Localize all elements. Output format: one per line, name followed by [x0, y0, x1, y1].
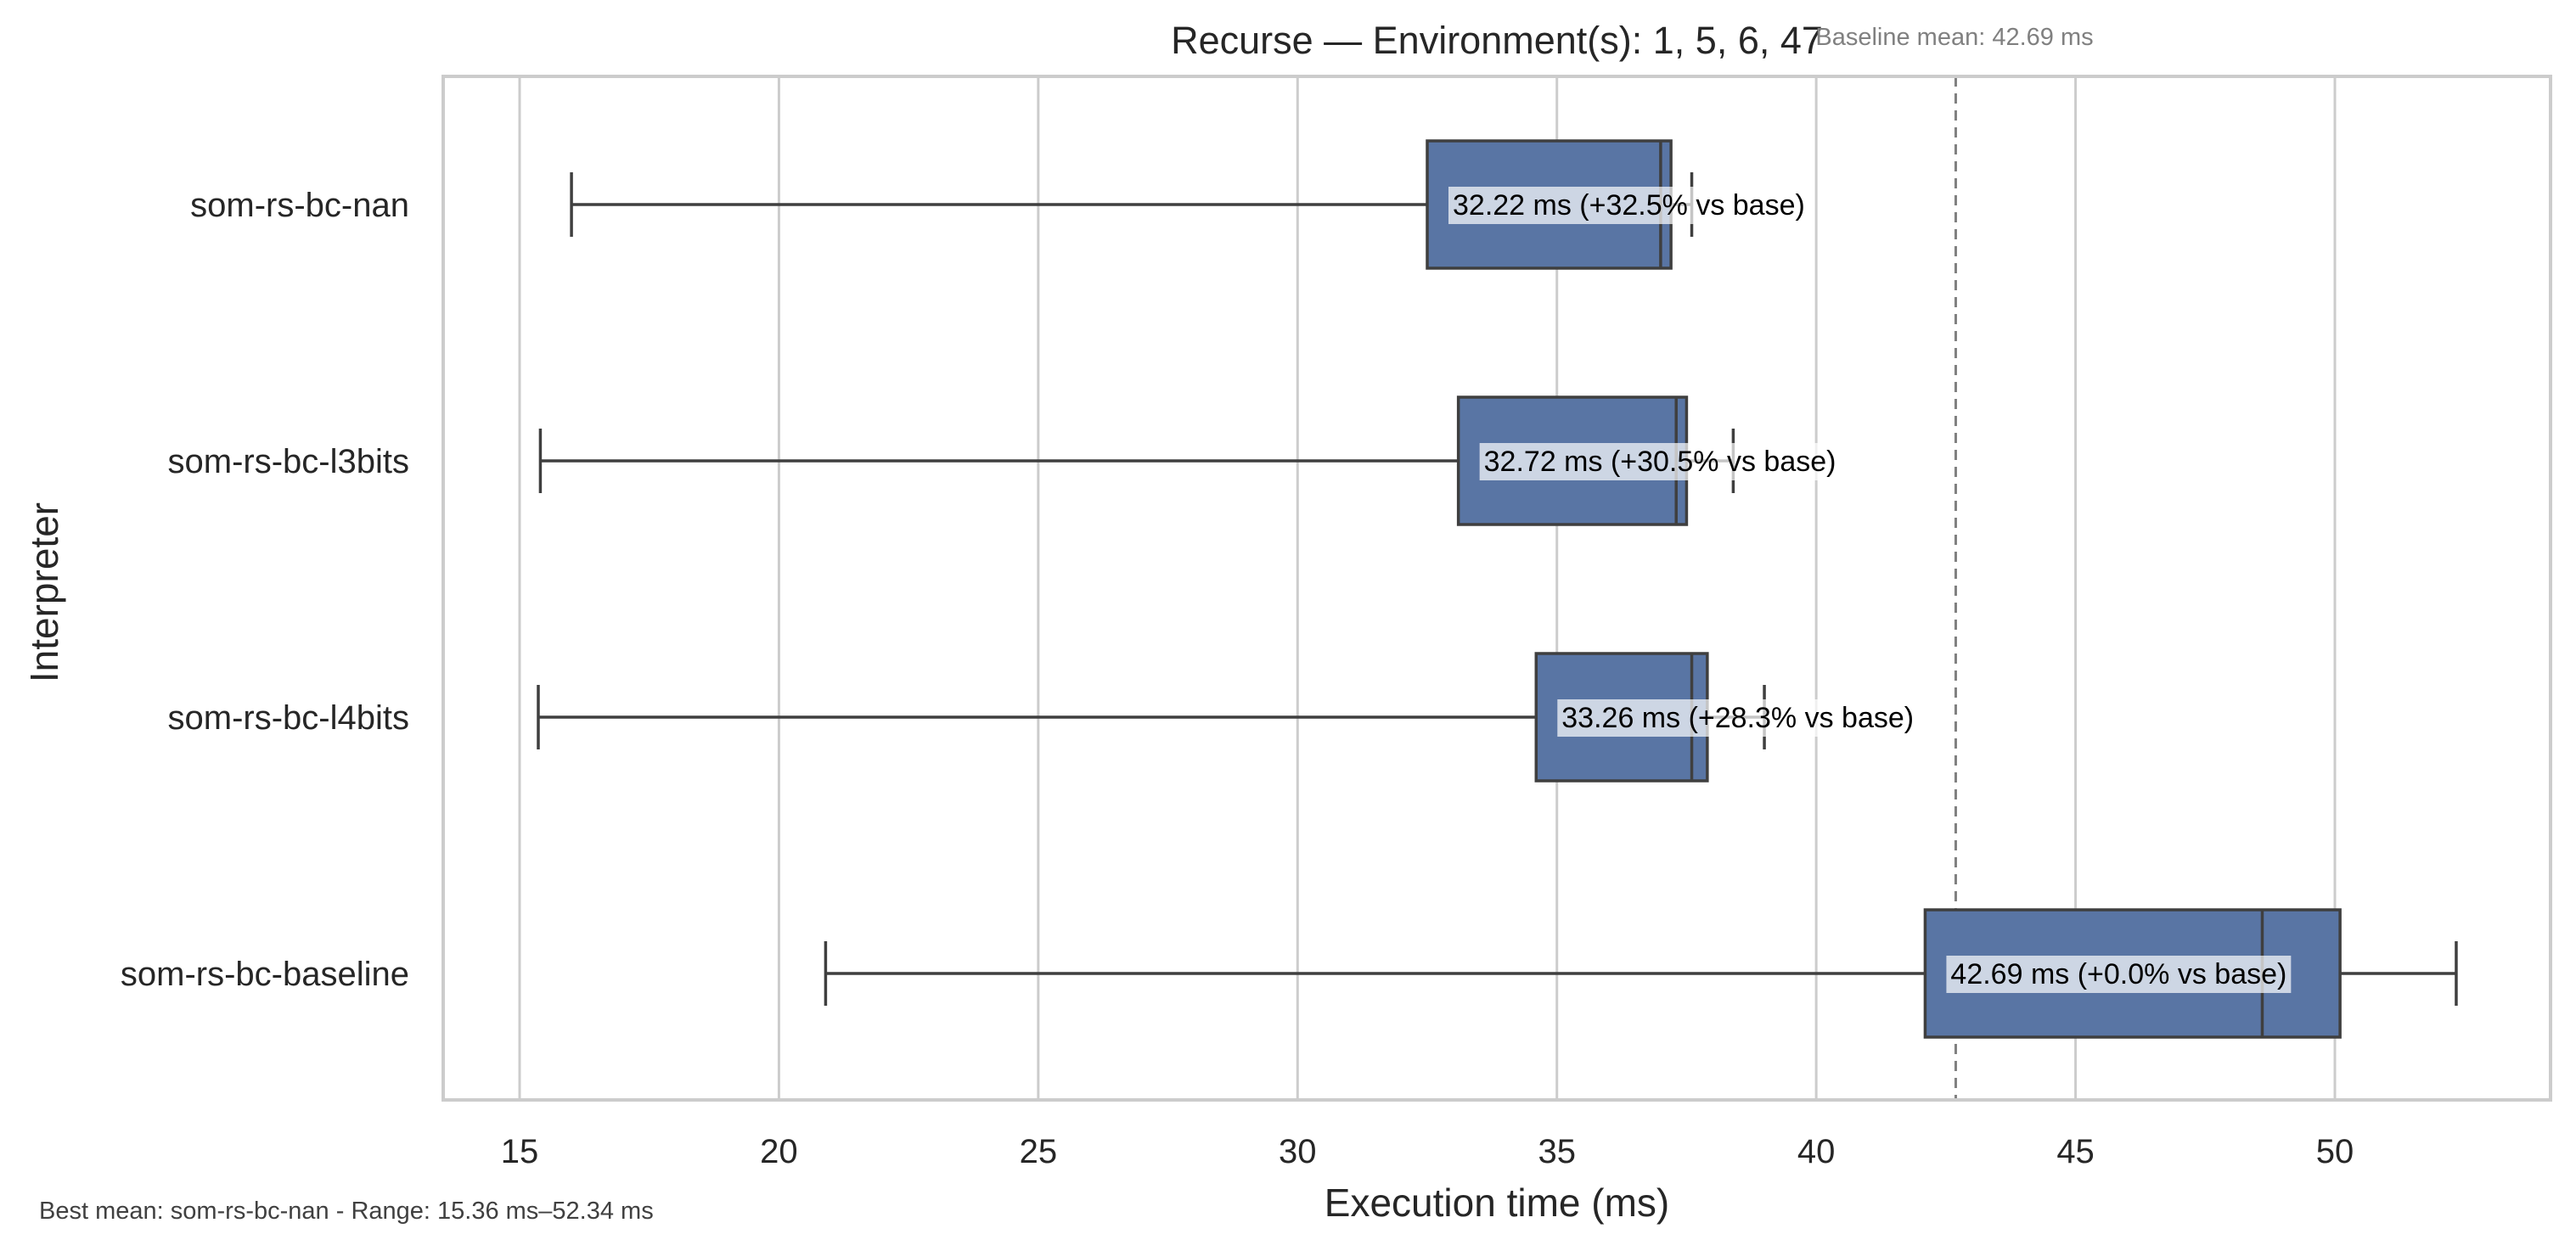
- box-value-labels: 32.22 ms (+32.5% vs base) 32.72 ms (+30.5…: [1448, 187, 2292, 993]
- box-value-label: 32.22 ms (+32.5% vs base): [1453, 189, 1805, 222]
- x-tick-label: 30: [1279, 1133, 1317, 1170]
- x-tick-label: 35: [1538, 1133, 1576, 1170]
- y-tick-label: som-rs-bc-l3bits: [168, 443, 409, 480]
- x-tick-labels: 15 20 25 30 35 40 45 50: [501, 1133, 2354, 1170]
- box-value-label-bg: [1479, 443, 1841, 480]
- x-tick-label: 20: [760, 1133, 798, 1170]
- x-tick-label: 15: [501, 1133, 539, 1170]
- box-value-label: 42.69 ms (+0.0% vs base): [1950, 958, 2286, 990]
- box-value-label-group: 33.26 ms (+28.3% vs base): [1557, 699, 1919, 737]
- y-tick-label: som-rs-bc-baseline: [121, 956, 409, 993]
- box-value-label-group: 32.72 ms (+30.5% vs base): [1479, 443, 1841, 480]
- box-value-label: 33.26 ms (+28.3% vs base): [1561, 702, 1914, 734]
- y-tick-label: som-rs-bc-nan: [190, 187, 409, 224]
- box-value-label-bg: [1946, 956, 2292, 993]
- box-value-label-bg: [1557, 699, 1919, 737]
- y-tick-label: som-rs-bc-l4bits: [168, 699, 409, 737]
- box-value-label-group: 32.22 ms (+32.5% vs base): [1448, 187, 1809, 224]
- y-axis-label: Interpreter: [22, 502, 66, 682]
- x-tick-label: 40: [1797, 1133, 1836, 1170]
- x-tick-label: 45: [2056, 1133, 2095, 1170]
- box-value-label-group: 42.69 ms (+0.0% vs base): [1946, 956, 2292, 993]
- box-value-label: 32.72 ms (+30.5% vs base): [1484, 446, 1836, 478]
- footnote-best-mean: Best mean: som-rs-bc-nan - Range: 15.36 …: [39, 1198, 654, 1225]
- plot-frame: [442, 75, 2552, 1102]
- y-tick-labels: som-rs-bc-nan som-rs-bc-l3bits som-rs-bc-l…: [121, 187, 409, 993]
- box-value-label-bg: [1448, 187, 1809, 224]
- x-axis-label: Execution time (ms): [1325, 1181, 1669, 1225]
- x-tick-label: 50: [2316, 1133, 2354, 1170]
- chart-title: Recurse — Environment(s): 1, 5, 6, 47: [1171, 19, 1823, 62]
- baseline-mean-label: Baseline mean: 42.69 ms: [1815, 24, 2093, 51]
- x-tick-label: 25: [1020, 1133, 1058, 1170]
